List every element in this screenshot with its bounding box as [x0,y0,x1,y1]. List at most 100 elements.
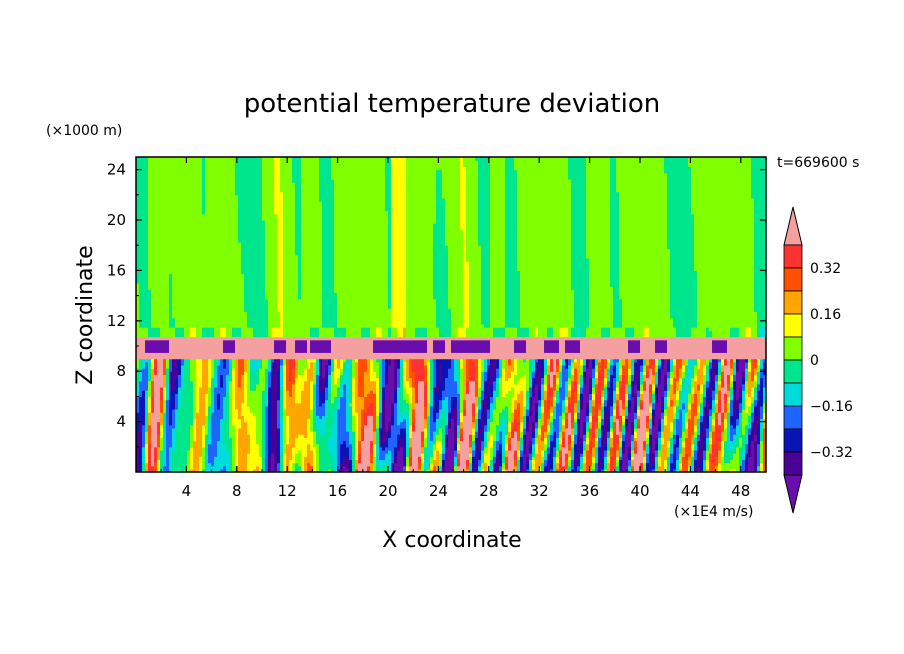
heatmap-cell [286,459,290,464]
heatmap-cell [262,462,266,467]
time-label: t=669600 s [777,155,859,171]
heatmap-cell [736,459,740,464]
heatmap-cell [622,468,626,472]
heatmap-cell [754,456,758,460]
heatmap-cell [436,456,440,460]
heatmap-cell [181,449,185,454]
heatmap-cell [361,456,365,460]
heatmap-cell [451,459,455,464]
heatmap-cell [184,459,188,464]
heatmap-cell [211,465,215,470]
heatmap-cell [577,465,581,470]
heatmap-cell [328,453,332,457]
heatmap-cell [277,456,281,460]
heatmap-cell [376,468,380,472]
heatmap-cell [139,465,143,470]
heatmap-cell [682,465,686,470]
heatmap-cell [529,453,533,457]
heatmap-cell [211,453,215,457]
heatmap-cell [547,456,551,460]
heatmap-cell [682,468,686,472]
heatmap-cell [421,459,425,464]
heatmap-cell [415,468,419,472]
heatmap-cell [385,449,389,454]
heatmap-cell [697,462,701,467]
heatmap-cell [454,459,458,464]
heatmap-cell [673,468,677,472]
heatmap-cell [661,468,665,472]
heatmap-cell [664,465,668,470]
heatmap-cell [259,459,263,464]
heatmap-cell [424,465,428,470]
heatmap-cell [373,465,377,470]
heatmap-cell [682,453,686,457]
heatmap-cell [463,459,467,464]
heatmap-cell [271,468,275,472]
heatmap-cell [361,465,365,470]
heatmap-cell [445,453,449,457]
heatmap-cell [475,468,479,472]
heatmap-cell [400,456,404,460]
heatmap-cell [574,456,578,460]
heatmap-cell [694,468,698,472]
heatmap-cell [349,449,353,454]
heatmap-cell [751,465,755,470]
heatmap-cell [499,462,503,467]
heatmap-cell [172,453,176,457]
heatmap-cell [721,468,725,472]
heatmap-cell [415,465,419,470]
heatmap-cell [712,462,716,467]
heatmap-cell [193,462,197,467]
heatmap-cell [325,453,329,457]
heatmap-cell [760,453,764,457]
heatmap-cell [406,465,410,470]
heatmap-cell [319,462,323,467]
heatmap-cell [691,462,695,467]
heatmap-cell [754,468,758,472]
heatmap-cell [229,465,233,470]
heatmap-cell [226,453,230,457]
heatmap-cell [547,468,551,472]
heatmap-cell [187,449,191,454]
heatmap-cell [322,449,326,454]
heatmap-cell [184,453,188,457]
heatmap-cell [187,465,191,470]
heatmap-cell [319,465,323,470]
heatmap-cell [511,462,515,467]
heatmap-cell [304,462,308,467]
heatmap-cell [220,459,224,464]
heatmap-cell [520,465,524,470]
heatmap-cell [433,462,437,467]
heatmap-cell [253,462,257,467]
heatmap-cell [391,459,395,464]
heatmap-cell [541,456,545,460]
heatmap-cell [421,465,425,470]
heatmap-cell [154,468,158,472]
heatmap-cell [256,449,260,454]
heatmap-cell [493,453,497,457]
heatmap-cell [274,468,278,472]
heatmap-cell [436,459,440,464]
heatmap-cell [232,465,236,470]
heatmap-cell [670,459,674,464]
heatmap-cell [226,468,230,472]
heatmap-cell [739,453,743,457]
heatmap-cell [319,456,323,460]
heatmap-cell [763,453,766,457]
heatmap-cell [223,465,227,470]
heatmap-cell [556,459,560,464]
heatmap-cell [433,453,437,457]
heatmap-cell [178,468,182,472]
heatmap-cell [241,449,245,454]
heatmap-cell [625,465,629,470]
heatmap-cell [235,462,239,467]
heatmap-cell [142,456,146,460]
heatmap-cell [169,462,173,467]
heatmap-cell [724,468,728,472]
heatmap-cell [457,459,461,464]
heatmap-cell [202,462,206,467]
heatmap-cell [616,459,620,464]
heatmap-cell [385,468,389,472]
heatmap-cell [571,462,575,467]
heatmap-cell [526,456,530,460]
